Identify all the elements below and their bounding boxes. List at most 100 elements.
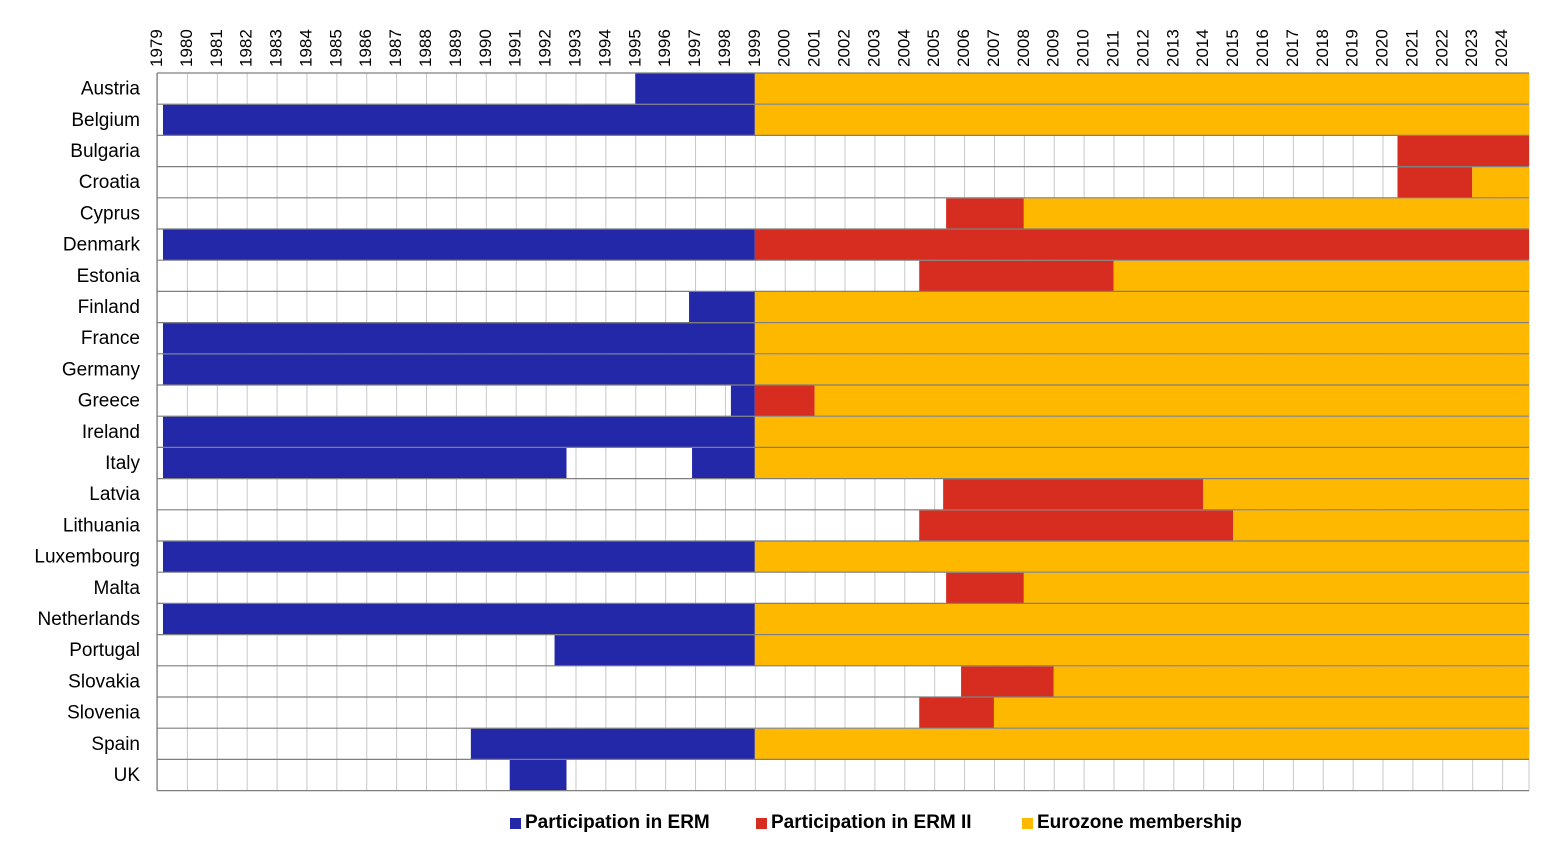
country-label-spain: Spain: [91, 734, 140, 755]
bar-portugal-euro-1: [754, 635, 1529, 666]
year-label-2022: 2022: [1432, 29, 1451, 67]
year-label-1992: 1992: [536, 29, 555, 67]
bar-greece-erm2-1: [754, 385, 815, 417]
year-label-1997: 1997: [685, 29, 704, 67]
country-label-bulgaria: Bulgaria: [70, 141, 140, 162]
bar-austria-euro-1: [754, 73, 1529, 105]
country-label-greece: Greece: [78, 391, 140, 412]
bar-belgium-erm-0: [162, 104, 755, 136]
bar-belgium-euro-1: [754, 104, 1529, 136]
year-label-2003: 2003: [864, 29, 883, 67]
year-label-1995: 1995: [625, 29, 644, 67]
bar-luxembourg-erm-0: [162, 541, 755, 573]
year-label-2008: 2008: [1014, 29, 1033, 67]
bar-bulgaria-erm2-0: [1397, 135, 1529, 167]
bar-denmark-erm2-1: [754, 229, 1529, 261]
legend-swatch-euro: [1022, 817, 1033, 829]
legend-item-euro: Eurozone membership: [1022, 812, 1242, 834]
country-labels: Austria Belgium Bulgaria Croatia Cyprus Denma…: [34, 79, 140, 786]
bar-luxembourg-euro-1: [754, 541, 1529, 573]
year-axis-labels: 1979 1980 1981 1982 1983 1984 1985 1986 1987 1988…: [147, 29, 1511, 67]
year-label-1994: 1994: [595, 29, 614, 67]
year-label-2017: 2017: [1283, 29, 1302, 67]
bar-germany-erm-0: [162, 354, 755, 385]
year-label-2015: 2015: [1223, 29, 1242, 67]
bar-cyprus-euro-1: [1023, 198, 1529, 229]
bar-slovenia-erm2-0: [919, 697, 994, 729]
bar-netherlands-erm-0: [162, 603, 755, 635]
legend: Participation in ERM Participation in ER…: [0, 812, 1559, 842]
year-label-2006: 2006: [954, 29, 973, 67]
year-label-1979: 1979: [147, 29, 166, 67]
bar-spain-euro-1: [754, 728, 1529, 760]
bar-spain-erm-0: [470, 728, 755, 760]
bar-slovenia-euro-1: [993, 697, 1529, 729]
year-label-2001: 2001: [805, 29, 824, 67]
legend-label-erm: Participation in ERM: [525, 812, 710, 833]
bar-italy-erm-1: [692, 447, 755, 479]
bar-latvia-euro-1: [1203, 479, 1529, 510]
bar-uk-erm-0: [509, 759, 567, 791]
bar-latvia-erm2-0: [943, 479, 1204, 510]
row-separators: [156, 72, 1529, 792]
bar-lithuania-euro-1: [1233, 510, 1529, 541]
bar-italy-euro-2: [754, 447, 1529, 479]
country-label-portugal: Portugal: [69, 640, 140, 661]
bar-italy-erm-0: [162, 447, 567, 479]
country-label-slovenia: Slovenia: [67, 703, 140, 724]
legend-item-erm2: Participation in ERM II: [756, 812, 972, 834]
bar-cyprus-erm2-0: [946, 198, 1024, 229]
year-label-1987: 1987: [386, 29, 405, 67]
year-label-2005: 2005: [924, 29, 943, 67]
bar-croatia-euro-1: [1472, 167, 1529, 198]
year-label-1985: 1985: [326, 29, 345, 67]
country-label-cyprus: Cyprus: [80, 203, 140, 224]
year-label-1990: 1990: [476, 29, 495, 67]
year-label-2019: 2019: [1343, 29, 1362, 67]
country-label-malta: Malta: [94, 578, 141, 599]
bar-germany-euro-1: [754, 354, 1529, 385]
bar-netherlands-euro-1: [754, 603, 1529, 635]
year-label-2016: 2016: [1253, 29, 1272, 67]
legend-label-erm2: Participation in ERM II: [771, 812, 972, 833]
year-label-1984: 1984: [296, 29, 315, 67]
year-label-2002: 2002: [834, 29, 853, 67]
country-label-austria: Austria: [81, 79, 141, 100]
bar-france-euro-1: [754, 323, 1529, 354]
bar-finland-euro-1: [754, 291, 1529, 323]
bar-lithuania-erm2-0: [919, 510, 1234, 541]
year-label-1996: 1996: [655, 29, 674, 67]
year-label-1998: 1998: [715, 29, 734, 67]
country-label-luxembourg: Luxembourg: [34, 547, 140, 568]
year-label-2004: 2004: [894, 29, 913, 67]
bar-malta-euro-1: [1023, 572, 1529, 604]
year-label-2013: 2013: [1163, 29, 1182, 67]
bar-malta-erm2-0: [946, 572, 1024, 604]
country-label-france: France: [81, 328, 140, 349]
bar-greece-erm-0: [730, 385, 755, 417]
bar-portugal-erm-0: [554, 635, 755, 666]
country-label-slovakia: Slovakia: [68, 671, 140, 692]
bar-ireland-euro-1: [754, 416, 1529, 448]
year-label-2011: 2011: [1104, 30, 1123, 67]
legend-swatch-erm: [510, 817, 521, 829]
legend-item-erm: Participation in ERM: [510, 812, 710, 834]
year-label-2024: 2024: [1492, 29, 1511, 67]
year-label-1991: 1991: [506, 29, 525, 67]
country-label-belgium: Belgium: [71, 110, 140, 131]
year-label-2021: 2021: [1402, 29, 1421, 67]
year-label-1988: 1988: [416, 29, 435, 67]
bar-croatia-erm2-0: [1397, 167, 1473, 198]
bar-greece-euro-2: [814, 385, 1529, 417]
country-label-denmark: Denmark: [63, 235, 141, 256]
year-label-1993: 1993: [565, 29, 584, 67]
country-label-lithuania: Lithuania: [63, 515, 141, 536]
year-label-2012: 2012: [1133, 29, 1152, 67]
country-label-uk: UK: [114, 765, 141, 786]
year-label-1989: 1989: [446, 29, 465, 67]
year-label-2023: 2023: [1462, 29, 1481, 67]
timeline-bars: [162, 73, 1529, 791]
bar-slovakia-euro-1: [1053, 666, 1529, 697]
bar-estonia-euro-1: [1113, 260, 1529, 292]
year-label-2009: 2009: [1044, 29, 1063, 67]
